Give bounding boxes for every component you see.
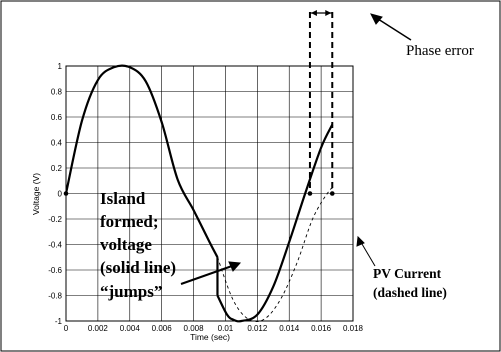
x-axis-label: Time (sec) xyxy=(190,332,230,342)
pv-line-1: PV Current xyxy=(373,266,442,281)
annotation-arrows xyxy=(180,13,412,285)
voltage-series-line xyxy=(64,64,334,323)
island-annotation: Island formed; voltage (solid line) “jum… xyxy=(100,189,176,301)
y-tick-label: -0.6 xyxy=(48,266,62,275)
y-tick-label: 0.4 xyxy=(51,139,63,148)
zero-crossing-marker xyxy=(63,191,69,196)
pv-arrow-head xyxy=(356,235,365,247)
series-group xyxy=(64,64,335,323)
x-tick-label: 0.006 xyxy=(152,324,173,333)
y-axis-label: Voltage (V) xyxy=(31,173,41,215)
phase-lines xyxy=(308,10,334,194)
x-tick-label: 0.018 xyxy=(343,324,364,333)
x-tick-label: 0.008 xyxy=(184,324,205,333)
island-line-5: “jumps” xyxy=(100,282,162,301)
pv-current-series-line xyxy=(217,187,335,323)
phase-bracket-head-left xyxy=(310,10,317,16)
x-tick-label: 0.014 xyxy=(279,324,300,333)
phase-error-label: Phase error xyxy=(406,43,474,59)
y-tick-label: 0.6 xyxy=(51,113,63,122)
x-tick-label: 0.004 xyxy=(120,324,141,333)
y-tick-label: -0.4 xyxy=(48,241,62,250)
phase-arrow-head xyxy=(370,13,383,25)
y-tick-label: 0 xyxy=(58,190,63,199)
x-tick-label: 0 xyxy=(64,324,69,333)
island-arrow-head xyxy=(228,261,242,272)
x-tick-label: 0.012 xyxy=(247,324,268,333)
phase-arrow-shaft xyxy=(377,18,412,41)
pv-annotation: PV Current (dashed line) xyxy=(373,266,447,300)
y-tick-label: -1 xyxy=(55,317,63,326)
axis-ticks: 0 0.002 0.004 0.006 0.008 0.01 0.012 0.014 0.016… xyxy=(48,62,363,333)
pv-line-2: (dashed line) xyxy=(373,285,447,300)
island-line-2: formed; xyxy=(100,212,159,231)
pv-arrow-shaft xyxy=(361,243,376,267)
x-tick-label: 0.002 xyxy=(88,324,109,333)
island-line-1: Island xyxy=(100,189,146,208)
y-tick-label: 0.8 xyxy=(51,88,63,97)
x-tick-label: 0.016 xyxy=(311,324,332,333)
island-line-3: voltage xyxy=(100,235,152,254)
y-tick-label: 0.2 xyxy=(51,164,63,173)
x-tick-label: 0.01 xyxy=(218,324,234,333)
island-line-4: (solid line) xyxy=(100,258,176,277)
phase-bracket-head-right xyxy=(325,10,332,16)
island-arrow-shaft xyxy=(180,265,233,285)
y-tick-label: 1 xyxy=(58,62,63,71)
y-tick-label: -0.8 xyxy=(48,292,62,301)
y-tick-label: -0.2 xyxy=(48,215,62,224)
